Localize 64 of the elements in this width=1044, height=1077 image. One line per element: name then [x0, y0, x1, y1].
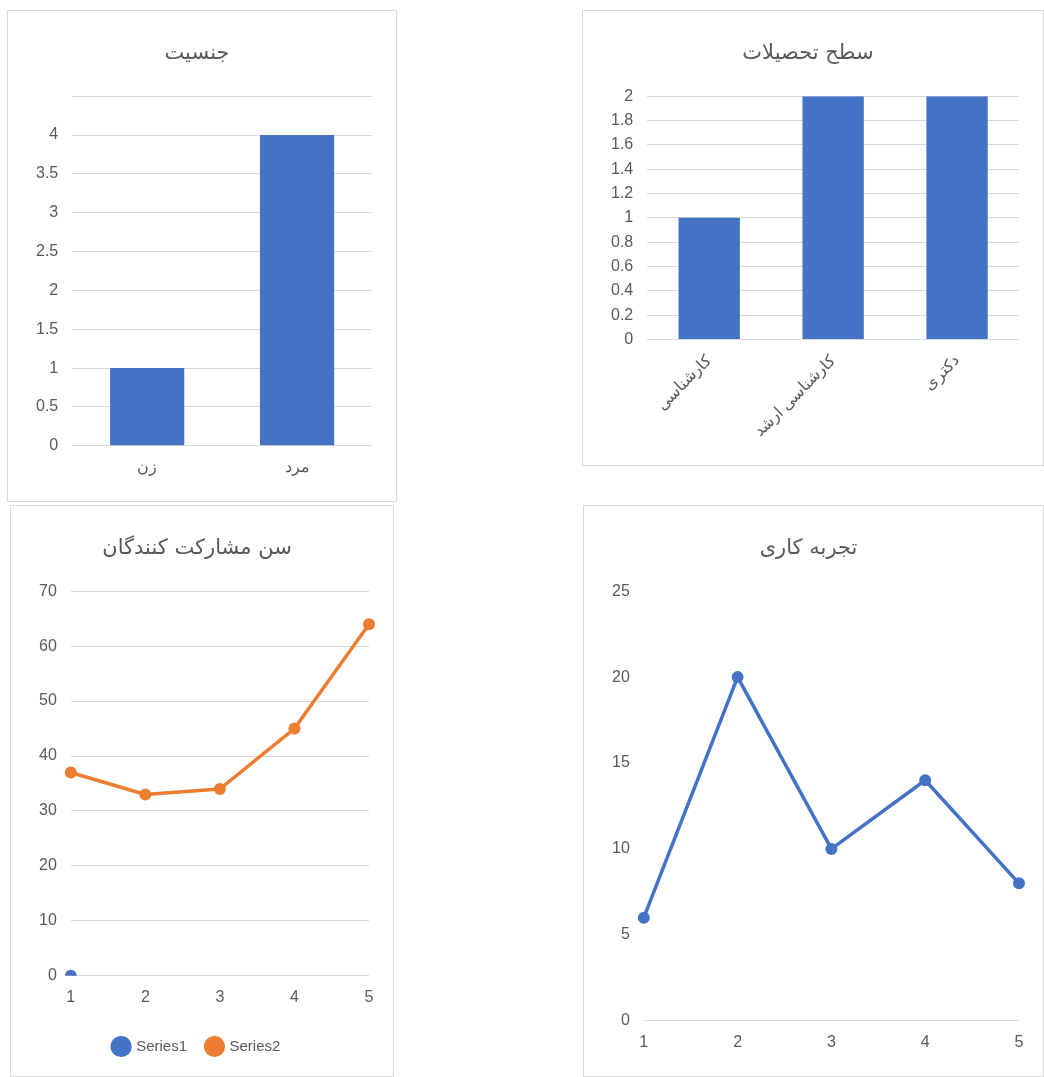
- y-tick-label: 3.5: [35, 164, 59, 182]
- legend-label: Series1: [136, 1036, 187, 1054]
- y-tick-label: 4: [49, 125, 59, 143]
- y-tick-label: 0.5: [35, 397, 59, 415]
- y-tick-label: 30: [39, 801, 57, 819]
- y-tick-label: 0: [624, 329, 634, 347]
- y-tick-label: 50: [39, 691, 57, 709]
- x-tick-label: کارشناسی: [652, 351, 716, 414]
- point: [288, 722, 301, 735]
- y-tick-label: 0.2: [610, 305, 634, 323]
- y-tick-label: 10: [612, 839, 630, 857]
- point: [637, 911, 650, 924]
- point: [919, 774, 932, 787]
- chart-title: سطح تحصیلات: [742, 40, 874, 65]
- y-tick-label: 0: [620, 1011, 630, 1029]
- x-tick-label: 1: [639, 1032, 649, 1050]
- chart-title: سن مشارکت کنندگان: [102, 535, 292, 560]
- legend-label: Series2: [229, 1036, 281, 1054]
- y-tick-label: 10: [39, 911, 57, 929]
- chart-title: جنسیت: [164, 40, 230, 65]
- y-tick-label: 0.6: [610, 256, 634, 274]
- y-tick-label: 1: [624, 208, 634, 226]
- x-tick-label: دکتری: [920, 351, 963, 394]
- x-tick-label: 2: [140, 987, 150, 1005]
- y-tick-label: 1.6: [610, 135, 634, 153]
- y-tick-label: 1.8: [610, 110, 634, 128]
- y-tick-label: 20: [612, 667, 630, 685]
- y-tick-label: 2: [49, 280, 59, 298]
- x-tick-label: 3: [215, 987, 225, 1005]
- y-tick-label: 1.5: [35, 319, 59, 337]
- y-tick-label: 70: [39, 581, 57, 599]
- y-tick-label: 0.4: [610, 281, 634, 299]
- x-tick-label: 4: [920, 1032, 930, 1050]
- point: [139, 788, 152, 801]
- x-tick-label: مرد: [284, 457, 310, 476]
- y-tick-label: 1.4: [610, 159, 634, 177]
- x-tick-label: 5: [364, 987, 374, 1005]
- y-tick-label: 2.5: [35, 241, 59, 259]
- x-tick-label: زن: [137, 457, 158, 476]
- y-tick-label: 20: [39, 856, 57, 874]
- x-tick-label: 1: [66, 987, 76, 1005]
- y-tick-label: 0: [47, 966, 57, 984]
- point: [1013, 877, 1025, 890]
- point: [363, 618, 375, 631]
- point: [213, 782, 226, 795]
- y-tick-label: 15: [612, 753, 630, 771]
- y-tick-label: 0: [49, 436, 59, 454]
- x-tick-label: 5: [1014, 1032, 1024, 1050]
- y-tick-label: 25: [612, 581, 630, 599]
- y-tick-label: 0.8: [610, 232, 634, 250]
- point: [64, 766, 77, 779]
- x-tick-label: 3: [826, 1032, 836, 1050]
- y-tick-label: 5: [620, 925, 630, 943]
- y-tick-label: 1.2: [610, 183, 634, 201]
- x-tick-label: 4: [290, 987, 299, 1005]
- chart-title: تجربه کاری: [759, 535, 858, 560]
- y-tick-label: 40: [39, 746, 57, 764]
- x-tick-label: کارشناسی ارشد: [750, 351, 840, 441]
- point: [825, 842, 838, 855]
- y-tick-label: 60: [39, 636, 57, 654]
- x-tick-label: 2: [733, 1032, 743, 1050]
- y-tick-label: 2: [624, 86, 634, 104]
- point: [731, 671, 744, 684]
- y-tick-label: 3: [49, 203, 59, 221]
